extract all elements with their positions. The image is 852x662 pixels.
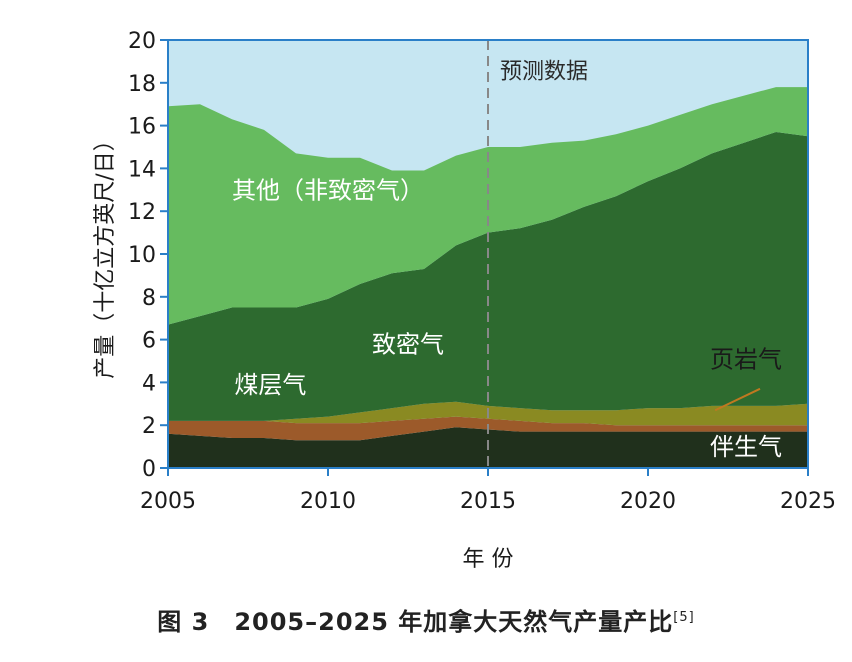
other-gas-label: 其他（非致密气） (232, 176, 424, 204)
y-tick-label: 0 (142, 457, 156, 482)
associated-gas-label: 伴生气 (710, 433, 782, 461)
y-axis-title: 产量（十亿立方英尺/日） (93, 129, 118, 378)
figure-caption: 图 3 2005–2025 年加拿大天然气产量产比[5] (0, 602, 852, 637)
y-tick-label: 10 (128, 243, 156, 268)
x-axis-title: 年 份 (463, 547, 514, 572)
y-tick-label: 16 (128, 115, 156, 140)
x-tick-label: 2020 (620, 489, 676, 514)
x-tick-label: 2005 (140, 489, 196, 514)
series-labels: 伴生气 煤层气 页岩气 致密气 其他（非致密气） (232, 176, 782, 461)
y-tick-label: 2 (142, 414, 156, 439)
y-tick-label: 6 (142, 329, 156, 354)
y-tick-label: 14 (128, 157, 156, 182)
y-axis-ticks: 0 2 4 6 8 10 12 14 16 18 20 (128, 29, 168, 482)
coalbed-methane-label: 煤层气 (234, 371, 306, 399)
y-tick-label: 8 (142, 286, 156, 311)
caption-reference: [5] (673, 610, 695, 625)
x-axis-ticks: 2005 2010 2015 2020 2025 (140, 468, 836, 514)
x-tick-label: 2010 (300, 489, 356, 514)
y-tick-label: 4 (142, 371, 156, 396)
y-tick-label: 20 (128, 29, 156, 54)
x-tick-label: 2015 (460, 489, 516, 514)
y-tick-label: 12 (128, 200, 156, 225)
area-series-3 (168, 132, 808, 421)
shale-gas-label: 页岩气 (710, 345, 782, 373)
forecast-label: 预测数据 (500, 60, 588, 85)
tight-gas-label: 致密气 (372, 330, 444, 358)
x-tick-label: 2025 (780, 489, 836, 514)
shale-gas-pointer-line (714, 387, 761, 412)
caption-text: 图 3 2005–2025 年加拿大天然气产量产比 (157, 608, 674, 636)
y-tick-label: 18 (128, 72, 156, 97)
